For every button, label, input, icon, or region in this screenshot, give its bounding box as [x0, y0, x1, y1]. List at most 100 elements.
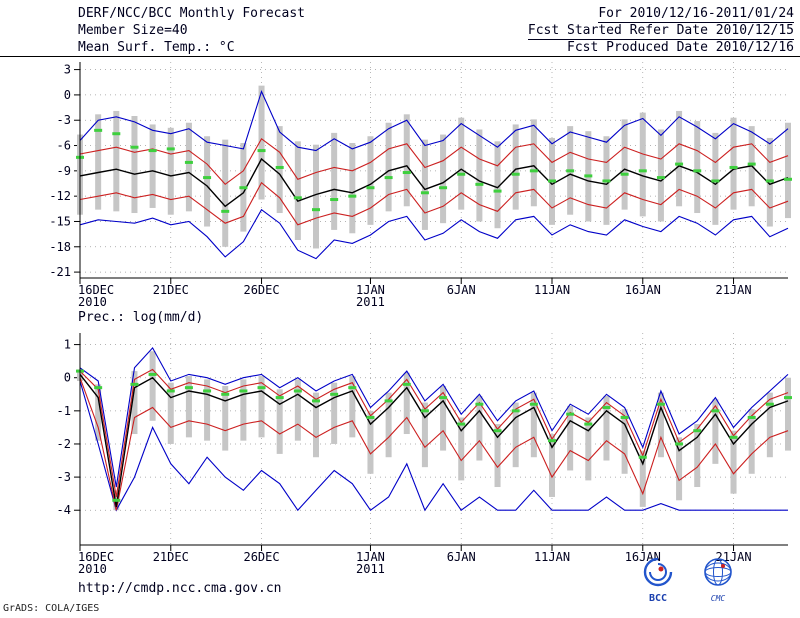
spread-upper-line: [79, 368, 789, 498]
ensemble-member-range-bar: [657, 129, 664, 222]
x-tick-label: 21DEC: [153, 550, 189, 564]
ensemble-member-range-bar: [639, 112, 646, 217]
ensemble-mean-line: [79, 373, 789, 508]
ensemble-member-range-bar: [639, 450, 646, 507]
y-tick-label: -18: [49, 240, 71, 254]
ensemble-member-range-bar: [676, 437, 683, 501]
ensemble-member-range-bar: [131, 371, 138, 435]
ensemble-member-range-bar: [222, 139, 229, 247]
cmc-logo-meridian: [713, 558, 723, 586]
ensemble-member-range-bar: [458, 117, 465, 210]
y-tick-label: 0: [64, 371, 71, 385]
ensemble-member-range-bar: [694, 121, 701, 214]
ensemble-member-range-bar: [403, 114, 410, 207]
y-tick-label: -9: [57, 164, 71, 178]
ensemble-member-range-bar: [730, 117, 737, 210]
bcc-logo-dot: [658, 566, 664, 572]
x-tick-label: 26DEC: [243, 283, 279, 297]
x-tick-label: 1JAN: [356, 283, 385, 297]
ensemble-member-range-bar: [494, 424, 501, 488]
ensemble-min-line: [79, 380, 788, 512]
y-tick-label: -2: [57, 437, 71, 451]
x-tick-label: 21DEC: [153, 283, 189, 297]
bcc-logo-swirl-inner: [649, 563, 667, 581]
ensemble-mean-line: [79, 157, 789, 208]
ensemble-member-range-bar: [331, 382, 338, 444]
ensemble-member-range-bar: [676, 110, 683, 207]
ensemble-member-range-bar: [167, 127, 174, 215]
ensemble-member-range-bar: [240, 379, 247, 441]
y-tick-label: -4: [57, 503, 71, 517]
fcst-produced-date: Fcst Produced Date 2010/12/16: [567, 40, 794, 55]
x-tick-sub-label: 2010: [78, 295, 107, 309]
ensemble-member-range-bar: [204, 136, 211, 227]
ensemble-member-range-bar: [440, 134, 447, 224]
header-row-2: Member Size=40 Fcst Started Refer Date 2…: [78, 23, 794, 40]
member-size-label: Member Size=40: [78, 23, 188, 38]
ensemble-member-range-bar: [149, 124, 156, 208]
fcst-started-date: Fcst Started Refer Date 2010/12/15: [527, 23, 794, 40]
ensemble-member-range-bar: [313, 392, 319, 458]
precip-chart-title: Prec.: log(mm/d): [78, 310, 204, 325]
bcc-logo: BCC: [643, 557, 673, 604]
ensemble-member-range-bar: [258, 376, 265, 438]
y-tick-label: 1: [64, 338, 71, 352]
ensemble-member-range-bar: [385, 122, 392, 212]
ensemble-member-range-bar: [512, 124, 519, 210]
page-title: DERF/NCC/BCC Monthly Forecast: [78, 6, 305, 21]
cmc-logo: CMC: [704, 558, 732, 603]
x-tick-label: 11JAN: [534, 283, 570, 297]
ensemble-member-range-bar: [440, 386, 447, 451]
ensemble-member-range-bar: [258, 85, 265, 200]
ensemble-member-range-bar: [458, 417, 465, 481]
ensemble-member-range-bar: [567, 405, 574, 471]
y-tick-label: -15: [49, 214, 71, 228]
spread-lower-line: [79, 181, 789, 226]
x-tick-label: 21JAN: [715, 283, 751, 297]
x-tick-sub-label: 2010: [78, 562, 107, 576]
ensemble-member-range-bar: [421, 402, 428, 468]
cmc-logo-caption: CMC: [711, 594, 726, 603]
y-tick-label: 0: [64, 88, 71, 102]
ensemble-member-range-bar: [113, 110, 120, 212]
ensemble-member-range-bar: [331, 132, 338, 230]
ensemble-member-range-bar: [403, 372, 410, 435]
temp-chart-title: Mean Surf. Temp.: °C: [78, 40, 235, 55]
y-tick-label: -3: [57, 470, 71, 484]
y-tick-label: -12: [49, 189, 71, 203]
forecast-range: For 2010/12/16-2011/01/24: [598, 6, 794, 23]
ensemble-member-range-bar: [294, 141, 301, 241]
logos: BCC CMC: [643, 557, 732, 604]
ensemble-member-range-bar: [512, 402, 519, 468]
ensemble-member-range-bar: [131, 116, 138, 214]
ensemble-min-line: [79, 208, 789, 260]
ensemble-member-range-bar: [367, 136, 374, 225]
y-tick-label: 3: [64, 63, 71, 77]
ensemble-member-range-bar: [785, 377, 791, 451]
ensemble-member-range-bar: [185, 376, 192, 438]
ensemble-member-range-bar: [549, 434, 555, 497]
ensemble-member-range-bar: [276, 126, 283, 214]
ensemble-member-range-bar: [657, 392, 664, 458]
ensemble-member-range-bar: [294, 379, 301, 441]
y-tick-label: -3: [57, 113, 71, 127]
ensemble-member-range-bar: [603, 395, 610, 461]
y-tick-label: -1: [57, 404, 71, 418]
y-tick-label: -21: [49, 265, 71, 279]
bcc-logo-caption: BCC: [649, 593, 667, 604]
cmc-logo-dot: [721, 564, 725, 568]
ensemble-member-range-bar: [712, 399, 719, 464]
ensemble-member-range-bar: [313, 144, 319, 249]
x-tick-label: 1JAN: [356, 550, 385, 564]
ensemble-member-range-bar: [367, 410, 374, 474]
x-tick-label: 16DEC: [78, 550, 114, 564]
ensemble-member-range-bar: [349, 143, 356, 234]
ensemble-member-range-bar: [785, 122, 791, 219]
ensemble-member-range-bar: [476, 129, 483, 222]
ensemble-member-range-bar: [222, 386, 229, 451]
ensemble-member-range-bar: [185, 122, 192, 212]
